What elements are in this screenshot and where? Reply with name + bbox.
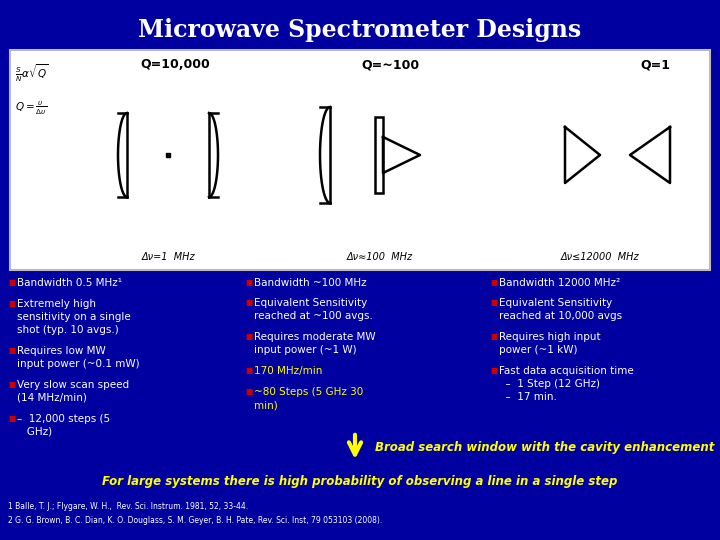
Text: ■: ■ xyxy=(246,278,253,287)
Text: Bandwidth 12000 MHz²: Bandwidth 12000 MHz² xyxy=(499,278,620,288)
Text: ■: ■ xyxy=(9,346,16,355)
Text: 1 Balle, T. J.; Flygare, W. H.,  Rev. Sci. Instrum. 1981, 52, 33-44.: 1 Balle, T. J.; Flygare, W. H., Rev. Sci… xyxy=(8,502,248,511)
Text: (14 MHz/min): (14 MHz/min) xyxy=(17,393,87,403)
Text: $\frac{S}{N}\alpha\sqrt{Q}$: $\frac{S}{N}\alpha\sqrt{Q}$ xyxy=(15,62,48,84)
Text: Fast data acquisition time: Fast data acquisition time xyxy=(499,366,634,376)
Text: Q=1: Q=1 xyxy=(640,58,670,71)
Text: Bandwidth 0.5 MHz¹: Bandwidth 0.5 MHz¹ xyxy=(17,278,122,288)
Text: Requires low MW: Requires low MW xyxy=(17,346,106,356)
Text: Δν=1  MHz: Δν=1 MHz xyxy=(141,252,195,262)
Text: input power (~0.1 mW): input power (~0.1 mW) xyxy=(17,359,140,369)
Text: input power (~1 W): input power (~1 W) xyxy=(254,345,356,355)
Text: ■: ■ xyxy=(9,278,16,287)
Text: min): min) xyxy=(254,400,278,410)
Text: Requires moderate MW: Requires moderate MW xyxy=(254,332,376,342)
Text: ■: ■ xyxy=(9,380,16,389)
Text: Δν≤12000  MHz: Δν≤12000 MHz xyxy=(561,252,639,262)
Text: ■: ■ xyxy=(246,366,253,375)
FancyBboxPatch shape xyxy=(10,50,710,270)
Text: Q=~100: Q=~100 xyxy=(361,58,419,71)
Text: Bandwidth ~100 MHz: Bandwidth ~100 MHz xyxy=(254,278,366,288)
Text: 2 G. G. Brown, B. C. Dian, K. O. Douglass, S. M. Geyer, B. H. Pate, Rev. Sci. In: 2 G. G. Brown, B. C. Dian, K. O. Douglas… xyxy=(8,516,382,525)
Text: ■: ■ xyxy=(9,299,16,308)
Text: Equivalent Sensitivity: Equivalent Sensitivity xyxy=(254,298,367,308)
Text: Equivalent Sensitivity: Equivalent Sensitivity xyxy=(499,298,612,308)
Text: ■: ■ xyxy=(246,387,253,396)
Text: ■: ■ xyxy=(9,414,16,423)
Text: –  12,000 steps (5: – 12,000 steps (5 xyxy=(17,414,110,424)
Text: Very slow scan speed: Very slow scan speed xyxy=(17,380,129,390)
Text: ~80 Steps (5 GHz 30: ~80 Steps (5 GHz 30 xyxy=(254,387,364,397)
Text: shot (typ. 10 avgs.): shot (typ. 10 avgs.) xyxy=(17,325,119,335)
Text: power (~1 kW): power (~1 kW) xyxy=(499,345,577,355)
Text: reached at 10,000 avgs: reached at 10,000 avgs xyxy=(499,311,622,321)
Bar xyxy=(375,117,383,193)
Text: –  17 min.: – 17 min. xyxy=(499,392,557,402)
Text: Requires high input: Requires high input xyxy=(499,332,600,342)
Text: ■: ■ xyxy=(246,298,253,307)
Text: ■: ■ xyxy=(491,366,498,375)
Text: –  1 Step (12 GHz): – 1 Step (12 GHz) xyxy=(499,379,600,389)
Text: Broad search window with the cavity enhancement: Broad search window with the cavity enha… xyxy=(375,441,714,454)
Text: GHz): GHz) xyxy=(17,427,52,437)
Text: ■: ■ xyxy=(491,298,498,307)
Text: Q=10,000: Q=10,000 xyxy=(140,58,210,71)
Text: $Q=\frac{\upsilon}{\Delta\upsilon}$: $Q=\frac{\upsilon}{\Delta\upsilon}$ xyxy=(15,100,47,117)
Text: 170 MHz/min: 170 MHz/min xyxy=(254,366,323,376)
Text: Δν≈100  MHz: Δν≈100 MHz xyxy=(347,252,413,262)
Text: For large systems there is high probability of observing a line in a single step: For large systems there is high probabil… xyxy=(102,475,618,488)
Text: ■: ■ xyxy=(246,332,253,341)
Text: reached at ~100 avgs.: reached at ~100 avgs. xyxy=(254,311,373,321)
Text: sensitivity on a single: sensitivity on a single xyxy=(17,312,131,322)
Text: Extremely high: Extremely high xyxy=(17,299,96,309)
Text: ■: ■ xyxy=(491,332,498,341)
Text: Microwave Spectrometer Designs: Microwave Spectrometer Designs xyxy=(138,18,582,42)
Text: ■: ■ xyxy=(491,278,498,287)
